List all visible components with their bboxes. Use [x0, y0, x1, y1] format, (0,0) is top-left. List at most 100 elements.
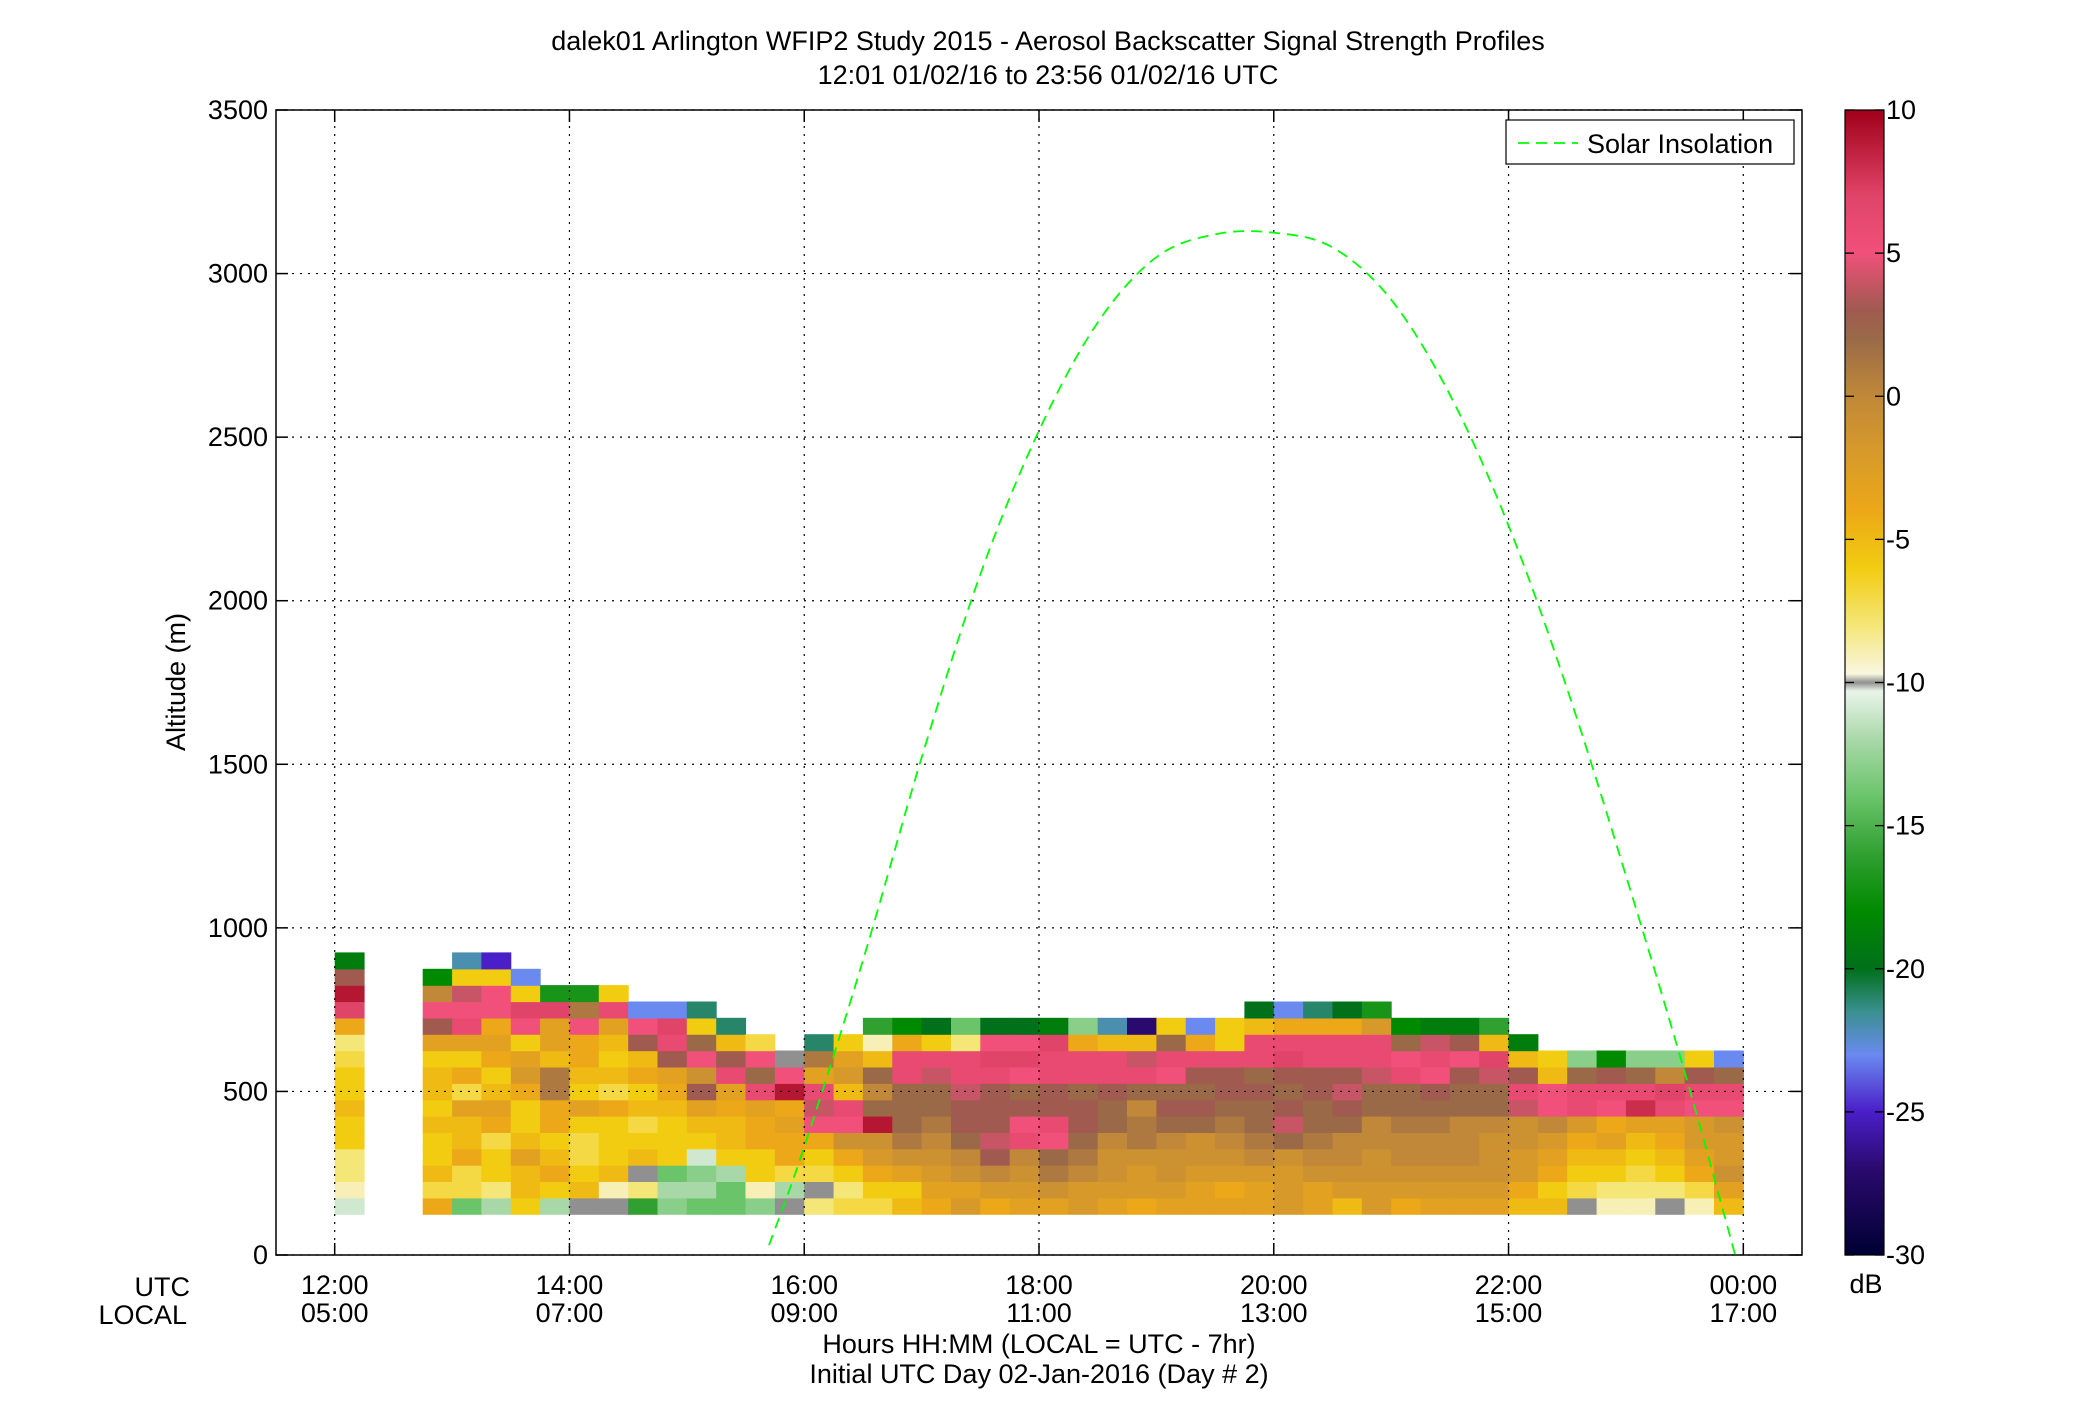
- heatmap-cell: [980, 1148, 1011, 1166]
- heatmap-cell: [1068, 1197, 1099, 1215]
- heatmap-cell: [804, 1197, 835, 1215]
- x-tick-label-local: 13:00: [1240, 1298, 1308, 1328]
- heatmap-cell: [1567, 1066, 1598, 1084]
- heatmap-cell: [892, 1181, 923, 1199]
- heatmap-cell: [1714, 1083, 1744, 1101]
- heatmap-cell: [1273, 1099, 1304, 1117]
- heatmap-cell: [1508, 1099, 1539, 1117]
- heatmap-cell: [686, 1066, 717, 1084]
- heatmap-cell: [1039, 1148, 1069, 1166]
- heatmap-cell: [1449, 1148, 1480, 1166]
- heatmap-cell: [1332, 1148, 1363, 1166]
- heatmap-cell: [833, 1197, 864, 1215]
- heatmap-cell: [833, 1165, 864, 1182]
- heatmap-cell: [1009, 1148, 1040, 1166]
- heatmap-cell: [1567, 1165, 1598, 1182]
- heatmap-cell: [657, 1017, 688, 1035]
- heatmap-cell: [1567, 1083, 1598, 1101]
- heatmap-cell: [540, 1116, 570, 1133]
- heatmap-cell: [598, 1034, 629, 1052]
- heatmap-cell: [1449, 1050, 1480, 1068]
- heatmap-cell: [1185, 1165, 1216, 1182]
- heatmap-cell: [774, 1165, 805, 1182]
- heatmap-cell: [1215, 1034, 1245, 1052]
- heatmap-cell: [1537, 1148, 1568, 1166]
- heatmap-cell: [1244, 1132, 1275, 1150]
- heatmap-cell: [804, 1148, 835, 1166]
- heatmap-cell: [774, 1066, 805, 1084]
- heatmap-cell: [628, 1197, 659, 1215]
- heatmap-cell: [510, 1050, 541, 1068]
- heatmap-cell: [862, 1132, 893, 1150]
- heatmap-cell: [422, 1197, 453, 1215]
- heatmap-cell: [1567, 1132, 1598, 1150]
- heatmap-cell: [1332, 1017, 1363, 1035]
- heatmap-cell: [1068, 1083, 1099, 1101]
- heatmap-cell: [598, 1066, 629, 1084]
- heatmap-cell: [1273, 1066, 1304, 1084]
- heatmap-cell: [481, 1001, 512, 1019]
- heatmap-cell: [1127, 1116, 1157, 1133]
- heatmap-cell: [334, 1017, 365, 1035]
- heatmap-cell: [452, 952, 482, 970]
- x-tick-label-local: 05:00: [301, 1298, 369, 1328]
- heatmap-cell: [1391, 1148, 1422, 1166]
- heatmap-cell: [833, 1083, 864, 1101]
- heatmap-cell: [628, 1165, 659, 1182]
- heatmap-cell: [1097, 1066, 1128, 1084]
- heatmap-cell: [1009, 1099, 1040, 1117]
- heatmap-cell: [1684, 1066, 1715, 1084]
- x-tick-label-utc: 20:00: [1240, 1270, 1308, 1300]
- heatmap-cell: [1068, 1099, 1099, 1117]
- heatmap-cell: [1039, 1116, 1069, 1133]
- heatmap-cell: [481, 1116, 512, 1133]
- heatmap-cell: [1420, 1017, 1451, 1035]
- heatmap-cell: [833, 1181, 864, 1199]
- heatmap-cell: [1097, 1165, 1128, 1182]
- heatmap-cell: [1508, 1197, 1539, 1215]
- heatmap-cell: [1068, 1165, 1099, 1182]
- x-tick-label-utc: 14:00: [536, 1270, 604, 1300]
- heatmap-cell: [1449, 1165, 1480, 1182]
- heatmap-cell: [1039, 1066, 1069, 1084]
- heatmap-cell: [452, 1132, 482, 1150]
- heatmap-cell: [628, 1001, 659, 1019]
- heatmap-cell: [1127, 1197, 1157, 1215]
- heatmap-cell: [334, 1001, 365, 1019]
- heatmap-cell: [510, 1165, 541, 1182]
- heatmap-cell: [1009, 1181, 1040, 1199]
- heatmap-cell: [1332, 1083, 1363, 1101]
- heatmap-cell: [892, 1034, 923, 1052]
- heatmap-cell: [657, 1099, 688, 1117]
- colorbar-tick-label: -10: [1886, 668, 1925, 698]
- heatmap-cell: [334, 1165, 365, 1182]
- heatmap-cell: [628, 1034, 659, 1052]
- heatmap-cell: [1215, 1066, 1245, 1084]
- heatmap-cell: [1156, 1116, 1187, 1133]
- legend-label: Solar Insolation: [1587, 129, 1773, 159]
- heatmap-cell: [1244, 1197, 1275, 1215]
- heatmap-cell: [1039, 1132, 1069, 1150]
- heatmap-cell: [540, 1066, 570, 1084]
- heatmap-cell: [686, 1001, 717, 1019]
- heatmap-cell: [980, 1066, 1011, 1084]
- heatmap-cell: [745, 1132, 776, 1150]
- heatmap-cell: [1215, 1116, 1245, 1133]
- heatmap-cell: [1391, 1132, 1422, 1150]
- heatmap-cell: [1068, 1181, 1099, 1199]
- heatmap-cell: [1332, 1132, 1363, 1150]
- heatmap-cell: [745, 1148, 776, 1166]
- heatmap-cell: [334, 1034, 365, 1052]
- heatmap-cell: [716, 1116, 747, 1133]
- heatmap-cell: [1684, 1148, 1715, 1166]
- heatmap-cell: [892, 1197, 923, 1215]
- heatmap-cell: [1655, 1116, 1686, 1133]
- heatmap-cell: [1303, 1099, 1333, 1117]
- heatmap-cell: [1273, 1001, 1304, 1019]
- heatmap-cell: [1508, 1083, 1539, 1101]
- heatmap-cell: [716, 1197, 747, 1215]
- heatmap-cell: [1420, 1148, 1451, 1166]
- heatmap-cell: [1127, 1148, 1157, 1166]
- heatmap-cell: [716, 1148, 747, 1166]
